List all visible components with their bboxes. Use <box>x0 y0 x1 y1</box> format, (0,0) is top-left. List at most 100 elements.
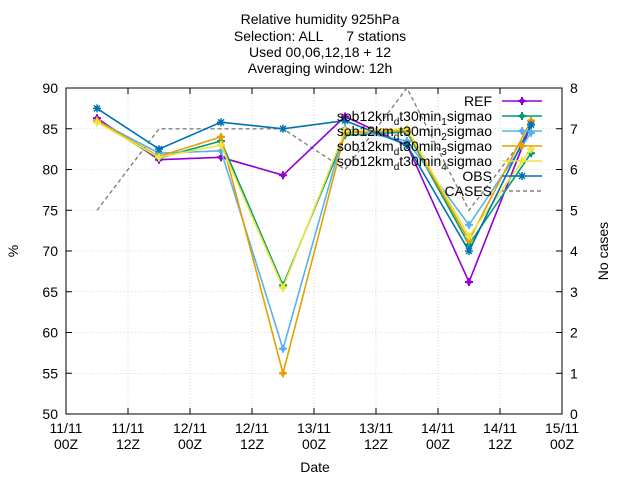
x-tick-label-date: 15/11 <box>545 420 579 436</box>
x-tick-label-hour: 00Z <box>550 436 575 452</box>
data-point-core <box>218 120 224 125</box>
y-tick-label: 85 <box>42 121 58 137</box>
x-tick-label-hour: 00Z <box>302 436 327 452</box>
x-tick-label-hour: 00Z <box>54 436 79 452</box>
data-point-core <box>280 172 286 178</box>
x-tick-label-date: 13/11 <box>297 420 331 436</box>
data-point-core <box>466 248 472 254</box>
y2-tick-label: 4 <box>570 243 578 259</box>
data-point-core <box>404 126 410 132</box>
legend-text-part: sob12km <box>337 153 394 169</box>
legend-entry: sob12kmdt30min1sigmao <box>337 108 542 128</box>
y-tick-label: 90 <box>42 80 58 96</box>
legend-label: CASES <box>445 183 492 199</box>
legend-text-part: sob12km <box>337 108 394 124</box>
title-line-4: Averaging window: 12h <box>248 60 393 76</box>
legend-text-part: sob12km <box>337 123 394 139</box>
data-point-core <box>156 146 162 152</box>
legend-entry: REF <box>464 93 542 109</box>
data-point-core <box>466 241 472 248</box>
legend-marker-core <box>519 98 525 104</box>
legend-label: sob12kmdt30min4sigmao <box>337 153 492 173</box>
data-point-core <box>342 113 348 120</box>
legend-marker-core <box>519 113 525 119</box>
series-line <box>96 121 532 290</box>
x-tick-label-date: 12/11 <box>235 420 269 436</box>
legend-text-part: sigmao <box>447 108 492 124</box>
data-point-core <box>94 119 100 125</box>
legend-entry: OBS <box>462 168 542 184</box>
y2-tick-label: 5 <box>570 202 578 218</box>
series-line <box>96 119 532 377</box>
x-tick-label-hour: 00Z <box>178 436 203 452</box>
series-obs <box>93 104 535 255</box>
legend-subscript: d <box>394 117 400 128</box>
legend-subscript: d <box>394 162 400 173</box>
y2-tick-label: 1 <box>570 365 578 381</box>
legend-label: sob12kmdt30min1sigmao <box>337 108 492 128</box>
legend-text-part: t30min <box>399 138 441 154</box>
data-point-core <box>342 118 348 123</box>
legend-marker-core <box>519 128 525 134</box>
data-point-core <box>528 146 534 152</box>
y2-tick-label: 6 <box>570 162 578 178</box>
x-axis-label: Date <box>300 459 330 475</box>
axes: 50556065707580859001234567811/1100Z11/11… <box>42 80 579 452</box>
data-point-core <box>466 237 472 244</box>
data-point-core <box>280 285 286 291</box>
y-tick-label: 60 <box>42 325 58 341</box>
y2-tick-label: 0 <box>570 406 578 422</box>
legend-subscript: 3 <box>441 147 447 158</box>
y2-tick-label: 2 <box>570 325 578 341</box>
data-point-core <box>280 370 286 376</box>
x-tick-label-date: 11/11 <box>50 420 83 436</box>
y-tick-label: 50 <box>42 406 58 422</box>
legend-label: sob12kmdt30min3sigmao <box>337 138 492 158</box>
y-tick-label: 70 <box>42 243 58 259</box>
data-point-core <box>280 346 286 352</box>
data-point-core <box>342 127 348 133</box>
legend-subscript: 1 <box>441 117 447 128</box>
series-line <box>96 115 532 285</box>
legend-text-part: sigmao <box>447 138 492 154</box>
series-layer <box>93 86 535 378</box>
series-line <box>96 107 532 253</box>
title-line-1: Relative humidity 925hPa <box>241 11 400 27</box>
x-tick-label-hour: 12Z <box>488 436 513 452</box>
data-point-core <box>466 233 472 239</box>
data-point-core <box>528 122 534 127</box>
legend-entry: sob12kmdt30min2sigmao <box>337 123 542 143</box>
legend-label: OBS <box>462 168 492 184</box>
data-point-core <box>156 154 162 160</box>
x-tick-label-hour: 12Z <box>116 436 141 452</box>
legend-text-part: t30min <box>399 153 441 169</box>
legend-entry: CASES <box>445 183 542 199</box>
y-tick-label: 80 <box>42 162 58 178</box>
legend-text-part: sigmao <box>447 153 492 169</box>
y2-tick-label: 8 <box>570 80 578 96</box>
data-point-core <box>218 134 224 140</box>
legend-subscript: d <box>394 147 400 158</box>
x-tick-label-date: 14/11 <box>421 420 455 436</box>
legend-subscript: 4 <box>441 162 447 173</box>
legend-text-part: sob12km <box>337 138 394 154</box>
x-tick-label-hour: 00Z <box>426 436 451 452</box>
chart-title: Relative humidity 925hPa Selection: ALL … <box>234 11 406 76</box>
legend-label: sob12kmdt30min2sigmao <box>337 123 492 143</box>
data-point-core <box>94 106 100 111</box>
x-tick-label-date: 14/11 <box>483 420 517 436</box>
y2-axis-label: No cases <box>595 222 611 280</box>
x-tick-label-date: 11/11 <box>112 420 145 436</box>
data-point-core <box>218 142 224 148</box>
legend-subscript: d <box>394 132 400 143</box>
legend: REFsob12kmdt30min1sigmaosob12kmdt30min2s… <box>337 93 542 199</box>
legend-marker-core <box>519 173 525 179</box>
legend-entry: sob12kmdt30min4sigmao <box>337 153 542 173</box>
legend-label: REF <box>464 93 492 109</box>
legend-text-part: sigmao <box>447 123 492 139</box>
title-line-2: Selection: ALL 7 stations <box>234 28 406 44</box>
data-point-core <box>466 222 472 228</box>
y-axis-label: % <box>5 245 21 257</box>
legend-text-part: t30min <box>399 108 441 124</box>
